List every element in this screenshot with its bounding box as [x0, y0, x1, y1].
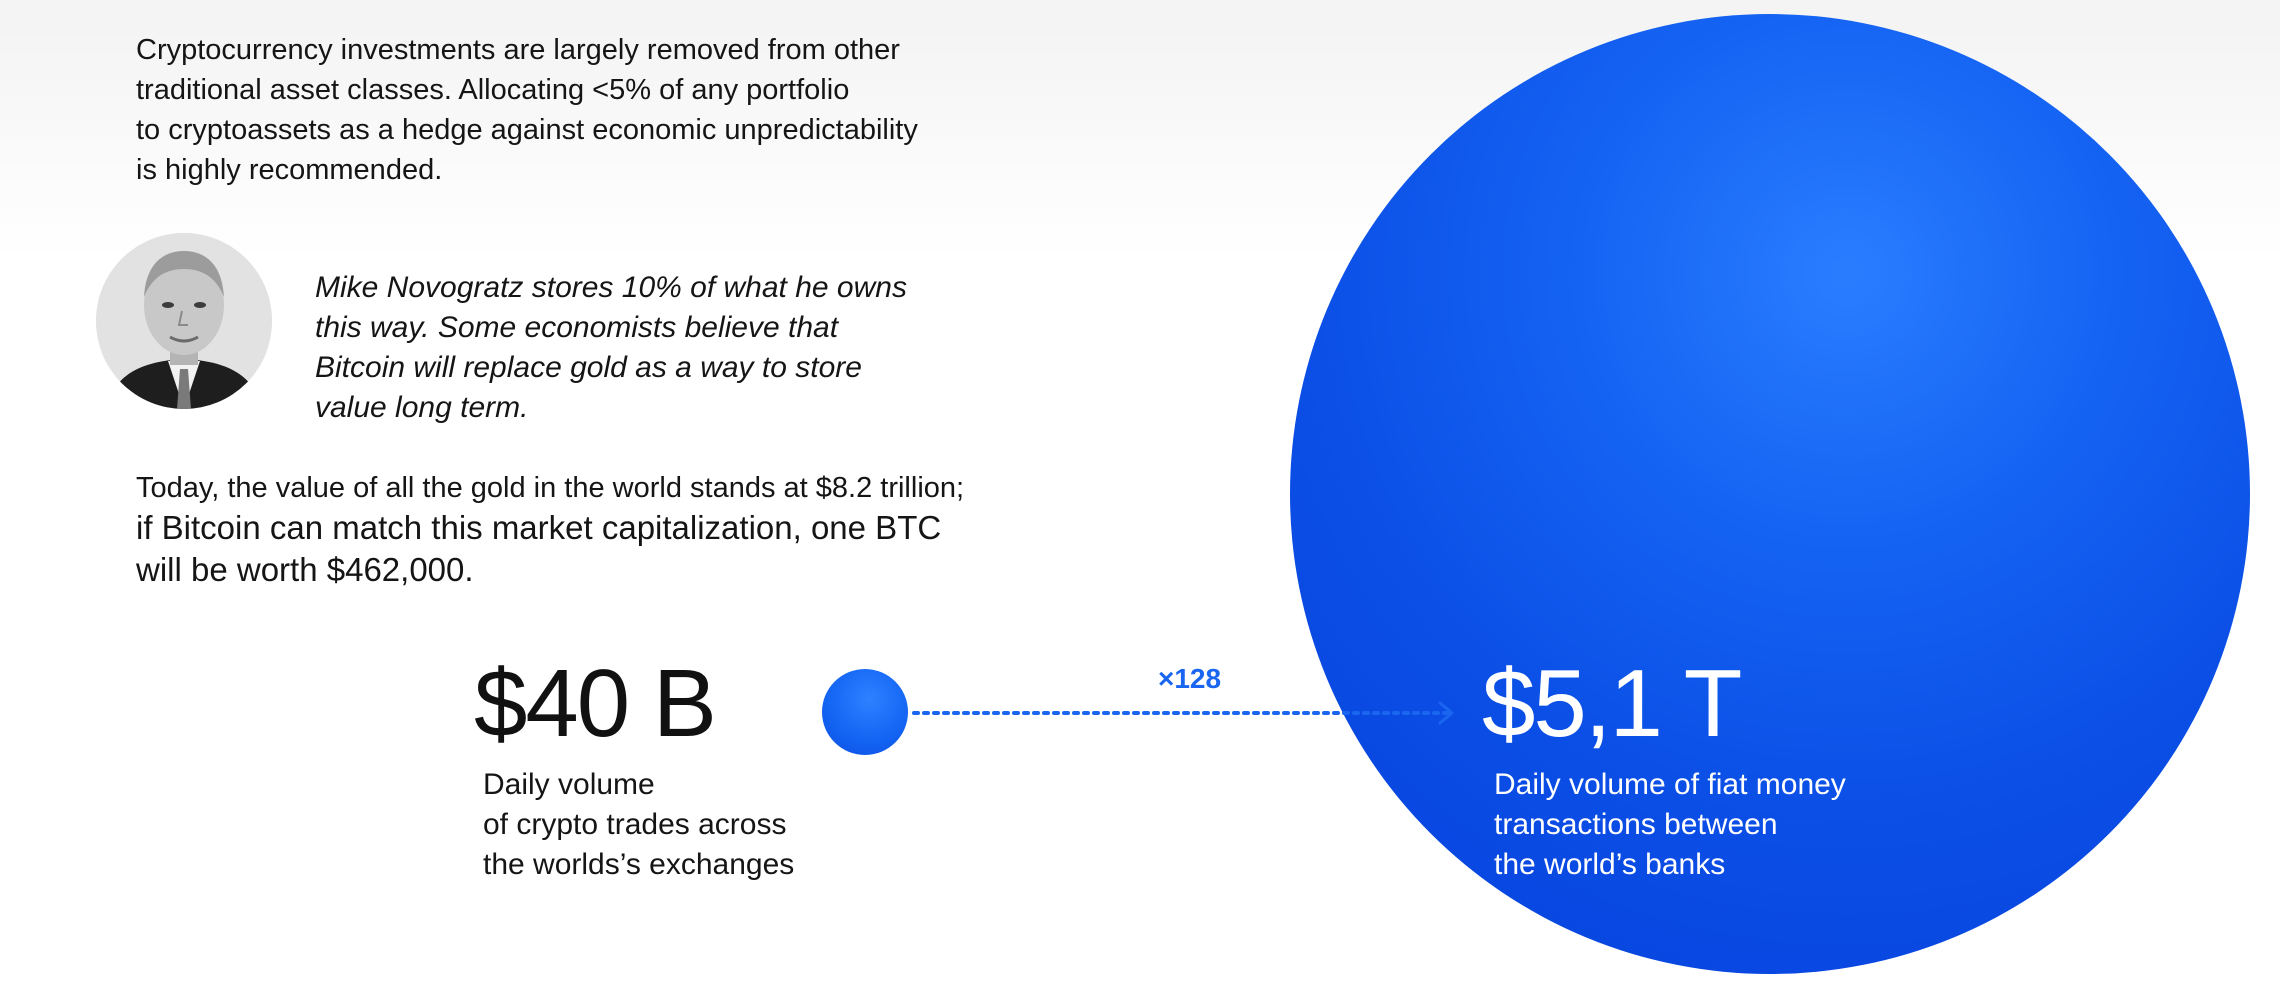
- gold-line: Today, the value of all the gold in the …: [136, 472, 965, 504]
- intro-line: is highly recommended.: [136, 154, 443, 186]
- fiat-volume-circle: [1290, 14, 2250, 974]
- portrait-photo-icon: [96, 233, 272, 409]
- quote-line: value long term.: [315, 391, 529, 424]
- crypto-volume-caption: Daily volume of crypto trades across the w…: [483, 765, 843, 885]
- quote-line: Mike Novogratz stores 10% of what he own…: [315, 271, 907, 304]
- fiat-volume-caption: Daily volume of fiat money transactions b…: [1494, 765, 1914, 885]
- caption-line: Daily volume of fiat money: [1494, 768, 1846, 801]
- intro-line: to cryptoassets as a hedge against econo…: [136, 114, 918, 146]
- crypto-volume-circle: [822, 669, 908, 755]
- intro-line: Cryptocurrency investments are largely r…: [136, 34, 900, 66]
- quote-line: Bitcoin will replace gold as a way to st…: [315, 351, 862, 384]
- gold-line: if Bitcoin can match this market capital…: [136, 509, 942, 546]
- caption-line: of crypto trades across: [483, 808, 787, 841]
- intro-line: traditional asset classes. Allocating <5…: [136, 74, 850, 106]
- comparison-arrow-icon: [912, 701, 1454, 725]
- caption-line: transactions between: [1494, 808, 1778, 841]
- caption-line: the world’s banks: [1494, 848, 1726, 881]
- quote-line: this way. Some economists believe that: [315, 311, 839, 344]
- multiplier-label: ×128: [1158, 663, 1222, 694]
- gold-line: will be worth $462,000.: [136, 551, 474, 588]
- fiat-volume-amount: $5,1 T: [1482, 650, 1742, 757]
- crypto-volume-amount: $40 B: [474, 650, 717, 757]
- intro-paragraph: Cryptocurrency investments are largely r…: [136, 30, 1036, 190]
- gold-paragraph: Today, the value of all the gold in the …: [136, 468, 1096, 592]
- caption-line: Daily volume: [483, 768, 655, 801]
- caption-line: the worlds’s exchanges: [483, 848, 795, 881]
- quote-paragraph: Mike Novogratz stores 10% of what he own…: [315, 268, 1035, 428]
